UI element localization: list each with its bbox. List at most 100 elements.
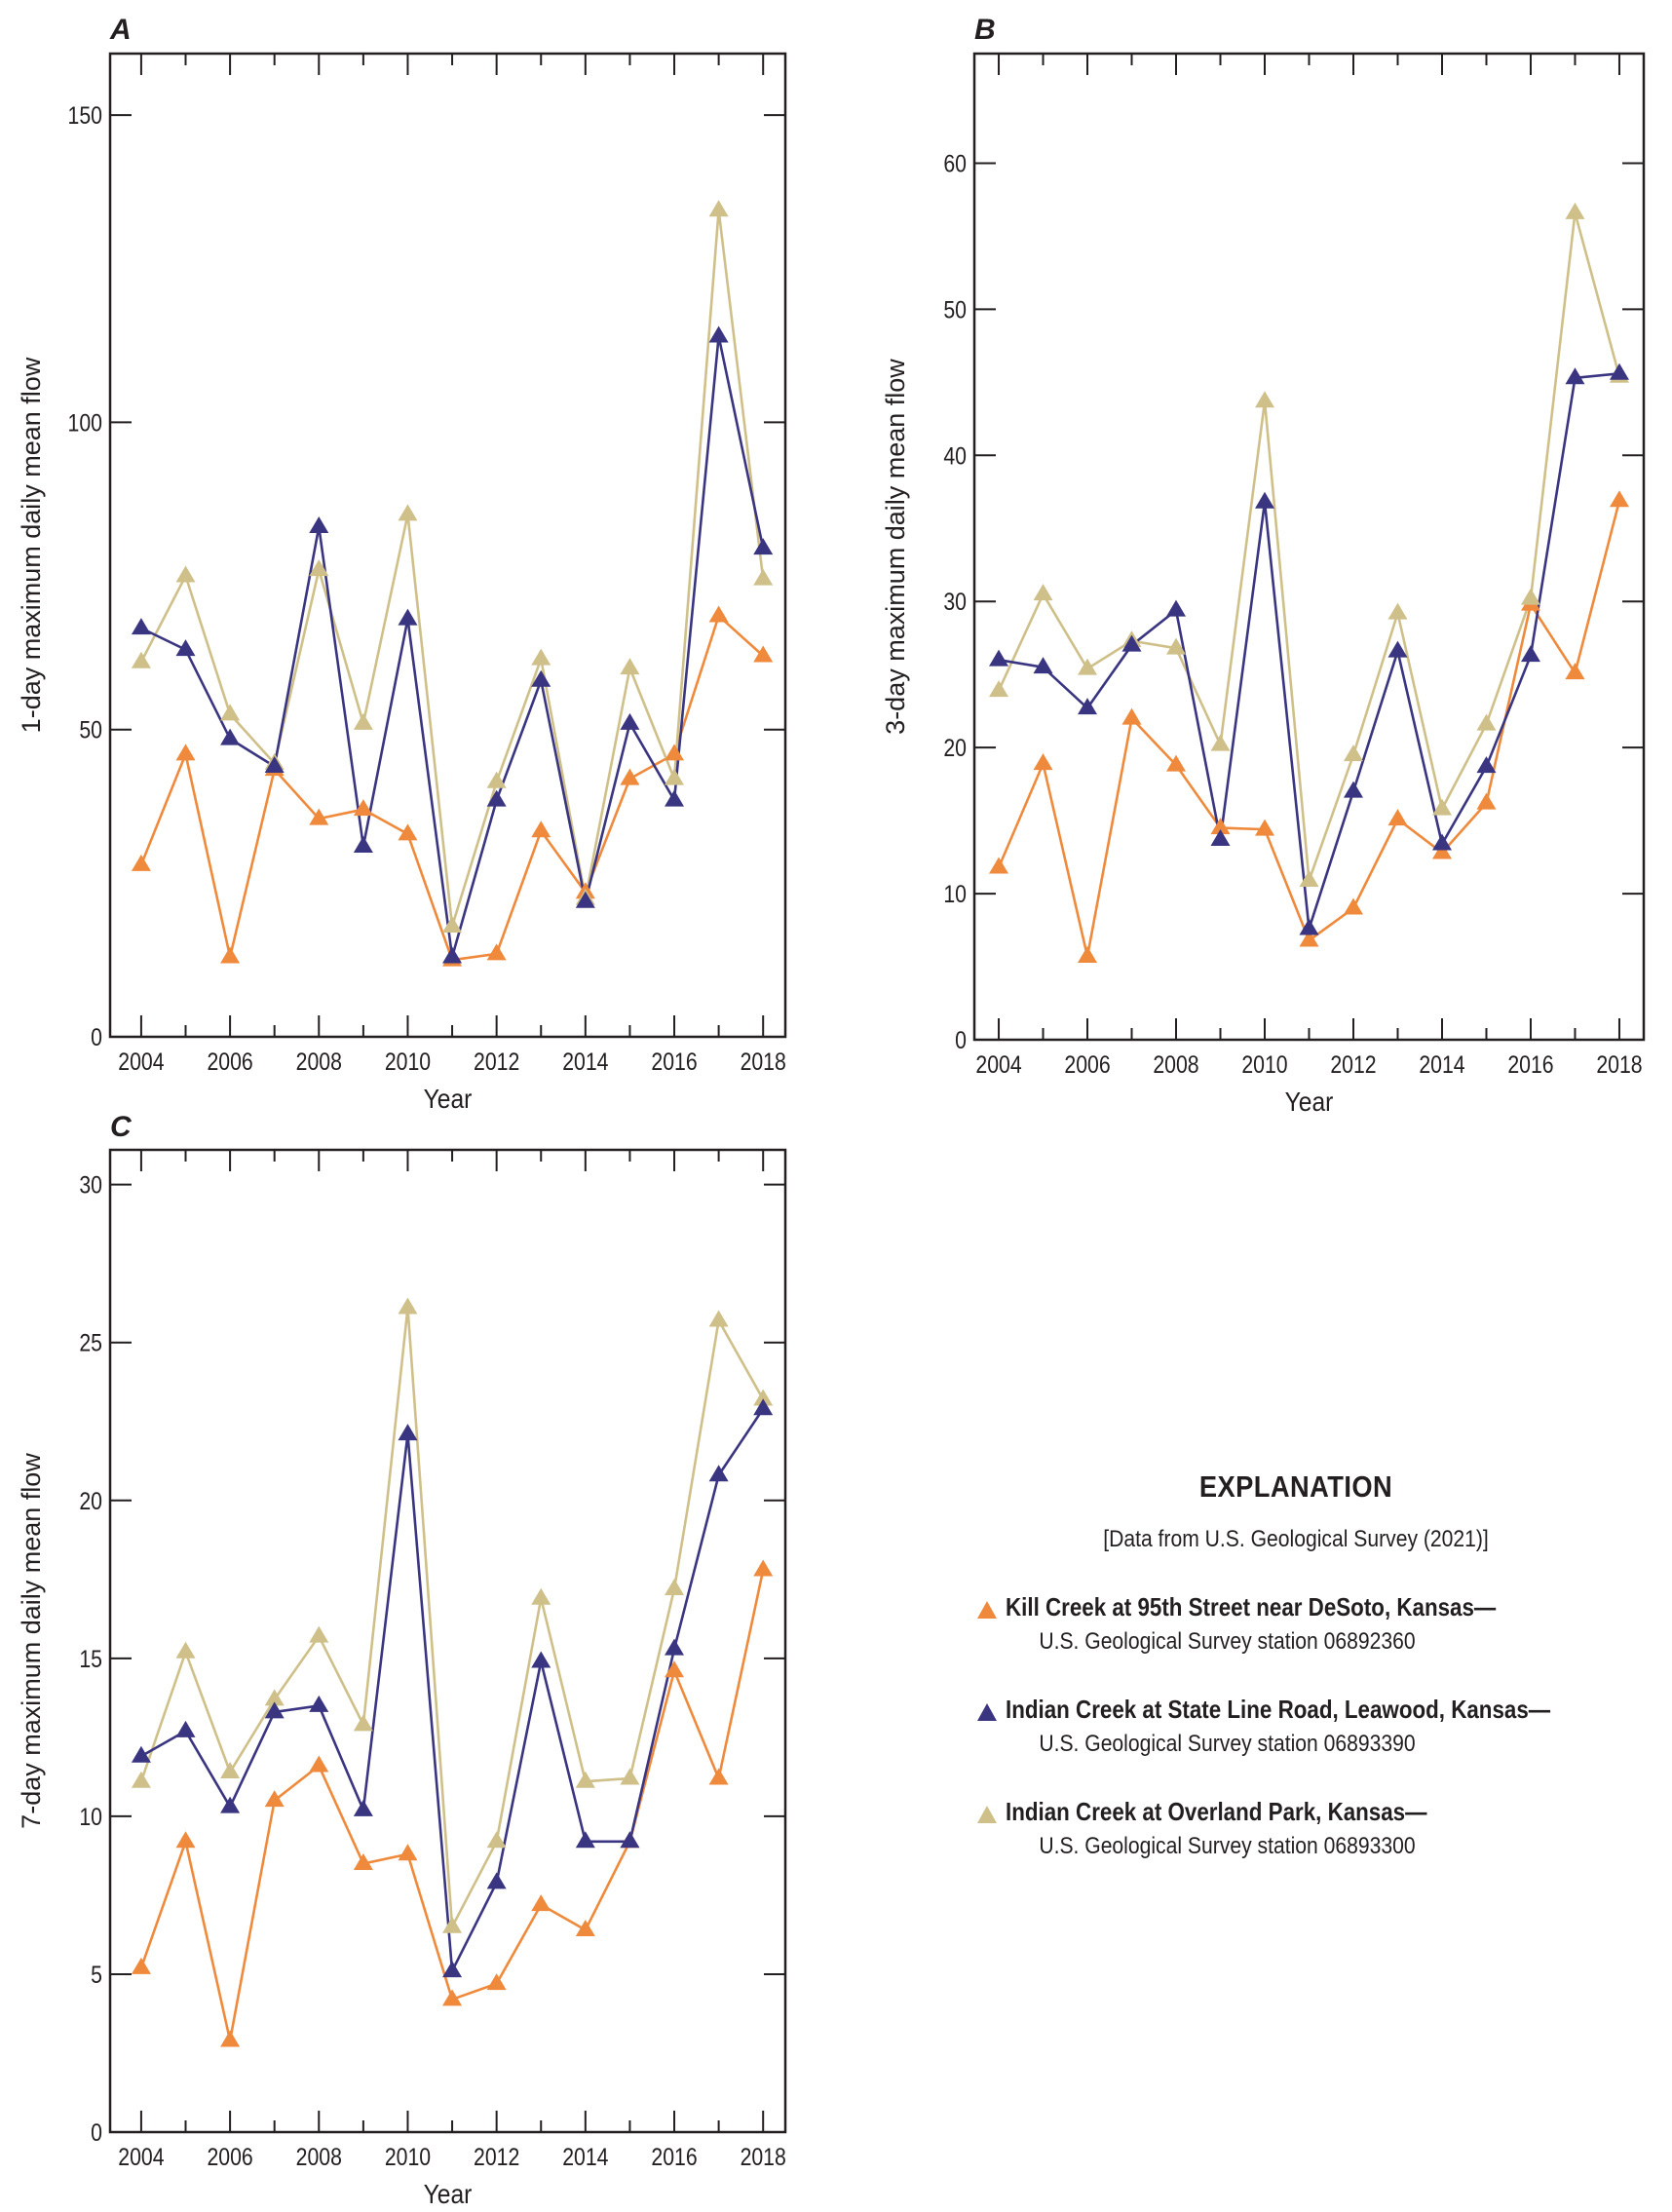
data-point-leawood <box>175 639 196 657</box>
plot-frame <box>108 52 787 1039</box>
data-point-leawood <box>708 1465 729 1482</box>
data-point-overland <box>1387 602 1408 620</box>
y-tick-label: 20 <box>79 1487 102 1514</box>
data-point-kill <box>1299 930 1319 947</box>
data-point-kill <box>1210 818 1231 835</box>
data-point-kill <box>1565 663 1585 680</box>
x-tick-label: 2010 <box>385 1048 431 1075</box>
x-tick-label: 2004 <box>975 1050 1021 1078</box>
y-tick-label: 0 <box>955 1026 967 1053</box>
data-point-leawood <box>131 618 151 635</box>
legend: EXPLANATION [Data from U.S. Geological S… <box>955 1452 1637 1860</box>
data-point-leawood <box>442 946 463 964</box>
data-point-kill <box>1033 753 1053 771</box>
x-tick-label: 2004 <box>118 1048 164 1075</box>
data-point-overland <box>175 565 196 583</box>
data-point-overland <box>531 1587 551 1605</box>
panel-C: C 2004 2006 2008 2010 2012 2014 2016 2018 0 5 10 15 2… <box>17 1111 787 2210</box>
legend-item-station: U.S. Geological Survey station 06893390 <box>1039 1731 1416 1757</box>
data-point-leawood <box>1431 833 1452 851</box>
data-point-leawood <box>1299 918 1319 935</box>
data-point-overland <box>1078 658 1098 675</box>
data-point-leawood <box>1476 756 1497 774</box>
data-point-kill <box>665 744 685 761</box>
data-point-leawood <box>620 712 640 730</box>
data-point-overland <box>989 680 1009 698</box>
data-point-overland <box>531 648 551 666</box>
data-point-leawood <box>175 1720 196 1737</box>
data-point-overland <box>1476 713 1497 731</box>
data-point-kill <box>398 1844 418 1861</box>
y-tick-label: 50 <box>943 296 967 324</box>
data-point-kill <box>989 857 1009 874</box>
data-point-leawood <box>1520 645 1540 663</box>
data-point-overland <box>353 1714 373 1732</box>
data-point-kill <box>665 1660 685 1678</box>
data-point-overland <box>175 1641 196 1659</box>
panel-B: B 2004 2006 2008 2010 2012 2014 2016 2018 0 10 20 30… <box>881 14 1646 1118</box>
x-tick-label: 2008 <box>1153 1050 1198 1078</box>
data-point-kill <box>531 820 551 838</box>
x-axis-label: Year <box>424 2179 473 2210</box>
legend-item-kill: Kill Creek at 95th Street near DeSoto, K… <box>955 1592 1637 1656</box>
data-point-leawood <box>220 728 241 745</box>
y-tick-label: 60 <box>943 150 967 177</box>
data-point-leawood <box>989 649 1009 667</box>
data-point-overland <box>620 1768 640 1785</box>
data-point-overland <box>665 768 685 785</box>
x-tick-label: 2006 <box>1064 1050 1110 1078</box>
x-tick-label: 2018 <box>741 1048 786 1075</box>
data-point-leawood <box>620 1831 640 1849</box>
y-tick-label: 20 <box>943 735 967 762</box>
data-point-kill <box>486 943 507 961</box>
y-tick-label: 5 <box>91 1961 102 1988</box>
x-axis-label: Year <box>424 1084 473 1115</box>
y-tick-label: 25 <box>79 1329 102 1356</box>
legend-item-overland: Indian Creek at Overland Park, Kansas— U… <box>955 1797 1637 1860</box>
x-tick-label: 2008 <box>296 2143 342 2170</box>
data-point-overland <box>1431 798 1452 816</box>
x-axis-label: Year <box>1285 1087 1334 1118</box>
x-tick-label: 2014 <box>562 2143 608 2170</box>
data-point-leawood <box>309 516 329 534</box>
data-point-overland <box>665 1578 685 1595</box>
data-point-leawood <box>753 1398 774 1416</box>
y-tick-label: 0 <box>91 1023 102 1050</box>
data-point-kill <box>753 645 774 663</box>
x-tick-label: 2014 <box>562 1048 608 1075</box>
data-point-overland <box>398 1297 418 1315</box>
data-point-kill <box>309 1755 329 1773</box>
data-point-overland <box>1166 637 1187 655</box>
data-point-overland <box>1565 202 1585 219</box>
data-point-overland <box>753 1389 774 1406</box>
data-point-kill <box>175 1831 196 1849</box>
data-point-overland <box>442 1916 463 1933</box>
legend-item-leawood: Indian Creek at State Line Road, Leawood… <box>955 1695 1637 1758</box>
y-tick-label: 100 <box>68 409 102 437</box>
data-point-kill <box>1609 490 1629 508</box>
x-tick-label: 2012 <box>474 2143 519 2170</box>
data-point-kill <box>131 854 151 871</box>
series-line-overland <box>139 210 765 927</box>
y-tick-label: 10 <box>943 880 967 907</box>
data-point-overland <box>1255 391 1275 408</box>
data-point-kill <box>486 1973 507 1991</box>
data-point-kill <box>175 744 196 761</box>
data-point-overland <box>620 658 640 675</box>
data-point-leawood <box>131 1745 151 1763</box>
data-point-leawood <box>264 755 285 773</box>
y-axis-label: 1-day maximum daily mean flow <box>17 357 46 733</box>
triangle-marker-icon <box>977 1806 997 1823</box>
data-point-overland <box>353 712 373 730</box>
data-point-leawood <box>665 789 685 807</box>
data-point-leawood <box>1255 491 1275 509</box>
data-point-kill <box>708 605 729 623</box>
y-tick-label: 0 <box>91 2118 102 2146</box>
data-point-overland <box>753 568 774 586</box>
data-point-overland <box>486 771 507 788</box>
data-point-leawood <box>575 891 595 908</box>
panel-A: A 2004 2006 2008 2010 2012 2014 2016 2018 0 50 100 1… <box>17 14 787 1115</box>
data-point-kill <box>442 1989 463 2006</box>
x-tick-label: 2006 <box>207 2143 252 2170</box>
